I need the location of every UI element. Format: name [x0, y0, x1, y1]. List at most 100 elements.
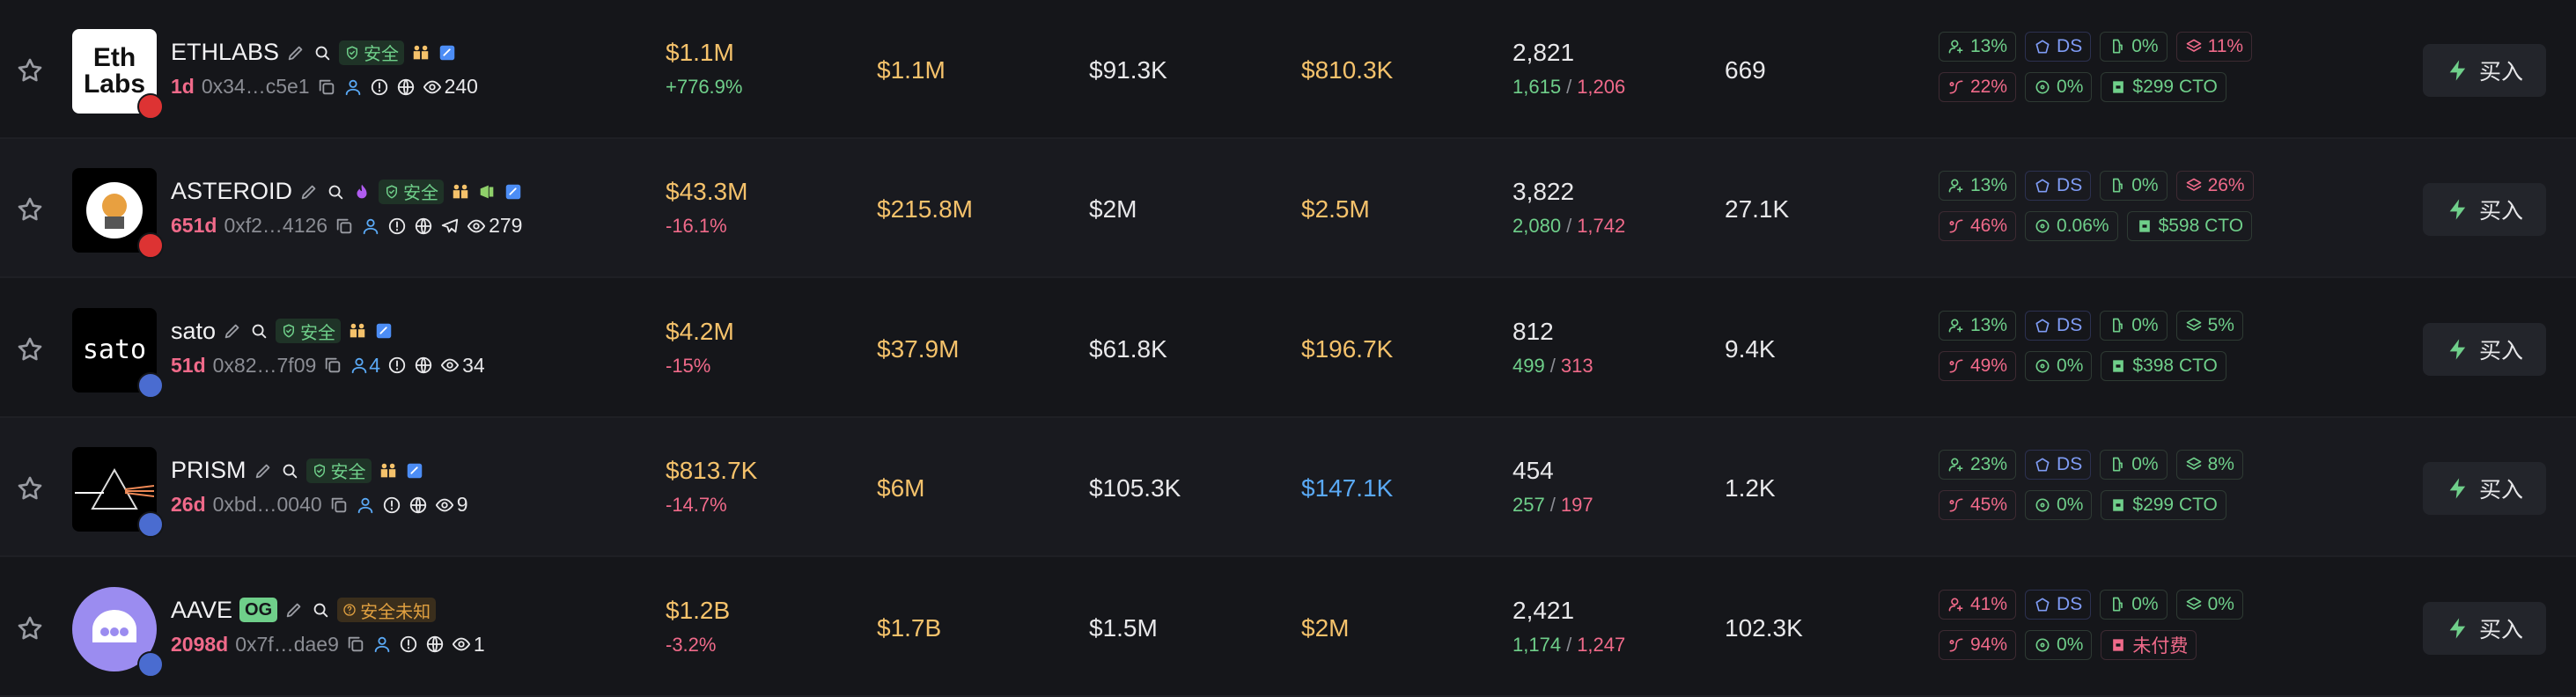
- badge-icon: [2136, 217, 2153, 235]
- safety-icon: [312, 463, 328, 479]
- token-name: AAVE: [171, 596, 233, 623]
- col6: 27.1K: [1725, 195, 1790, 224]
- badge-text: DS: [2057, 593, 2083, 614]
- buy-sell: 2,080/1,742: [1512, 215, 1625, 238]
- badge-icon: [2185, 317, 2203, 334]
- market-cap: $1.1M: [666, 39, 734, 66]
- edit-icon[interactable]: [223, 321, 242, 341]
- chain-badge: [137, 511, 164, 539]
- view-count: 240: [444, 75, 478, 98]
- buy-button[interactable]: 买入: [2423, 322, 2546, 376]
- search-icon[interactable]: [311, 600, 330, 620]
- col6: 669: [1725, 56, 1766, 84]
- globe-icon[interactable]: [408, 495, 428, 515]
- badge-icon: [1947, 217, 1965, 235]
- safety-text: 安全: [300, 323, 336, 343]
- token-name: PRISM: [171, 457, 247, 484]
- globe-icon[interactable]: [414, 216, 433, 236]
- buy-button[interactable]: 买入: [2423, 462, 2546, 516]
- badge-icon: [2185, 456, 2203, 473]
- price-change: -16.1%: [666, 215, 727, 238]
- risk-badge: DS: [2025, 589, 2092, 620]
- search-icon[interactable]: [280, 461, 299, 481]
- copy-icon[interactable]: [317, 77, 336, 97]
- risk-badge: 未付费: [2101, 629, 2197, 660]
- safety-icon: [344, 45, 360, 61]
- token-row: ASTEROID 安全 651d 0xf2…4126 279 $43.3M -16.1% $2…: [0, 139, 2576, 279]
- badge-icon: [2034, 38, 2051, 55]
- favorite-star[interactable]: [16, 614, 44, 642]
- sells: 1,742: [1577, 215, 1626, 238]
- safety-tag: 安全: [379, 179, 445, 204]
- token-address: 0xbd…0040: [212, 493, 322, 517]
- favorite-star[interactable]: [16, 335, 44, 363]
- globe-icon[interactable]: [425, 635, 445, 654]
- copy-icon[interactable]: [329, 495, 349, 515]
- risk-badge: 49%: [1939, 350, 2017, 381]
- token-address: 0xf2…4126: [224, 214, 328, 238]
- person-icon: [350, 356, 369, 375]
- risk-badge: $299 CTO: [2101, 490, 2226, 521]
- token-address: 0x34…c5e1: [201, 75, 310, 98]
- separator: /: [1549, 354, 1556, 377]
- warn-icon[interactable]: [370, 77, 389, 97]
- liquidity: $1.1M: [877, 56, 946, 84]
- buy-button[interactable]: 买入: [2423, 601, 2546, 655]
- warn-icon[interactable]: [387, 216, 407, 236]
- holder-link: 4: [350, 354, 380, 378]
- warn-icon[interactable]: [387, 356, 407, 375]
- badge-icon: [2109, 38, 2126, 55]
- separator: /: [1566, 633, 1572, 656]
- group-icon: [451, 182, 470, 202]
- token-row: sato sato 安全 51d 0x82…7f09 4 34 $4.2M -15% $37.9M…: [0, 279, 2576, 418]
- copy-icon[interactable]: [323, 356, 342, 375]
- edit-icon[interactable]: [286, 43, 305, 62]
- copy-icon[interactable]: [335, 216, 354, 236]
- warn-icon[interactable]: [382, 495, 401, 515]
- buys: 257: [1512, 494, 1545, 517]
- badge-text: 49%: [1970, 355, 2008, 376]
- badge-text: 94%: [1970, 634, 2008, 655]
- risk-badge: 0%: [2175, 589, 2243, 620]
- search-icon[interactable]: [249, 321, 269, 341]
- person-icon: [372, 635, 392, 654]
- warn-icon[interactable]: [399, 635, 418, 654]
- holders: 812: [1512, 317, 1554, 345]
- badge-icon: [1947, 317, 1965, 334]
- copy-icon[interactable]: [346, 635, 365, 654]
- edit-icon[interactable]: [284, 600, 304, 620]
- value4: $810.3K: [1301, 56, 1394, 84]
- safety-tag: 安全未知: [337, 598, 437, 623]
- buy-button[interactable]: 买入: [2423, 44, 2546, 97]
- badge-icon: [2034, 456, 2051, 473]
- tg-icon[interactable]: [440, 216, 460, 236]
- search-icon[interactable]: [326, 182, 345, 202]
- favorite-star[interactable]: [16, 474, 44, 503]
- badge-row: 94% 0% 未付费: [1939, 629, 2197, 660]
- search-icon[interactable]: [313, 43, 332, 62]
- edit-icon[interactable]: [254, 461, 273, 481]
- bolt-icon: [2446, 58, 2470, 83]
- chain-badge: [137, 93, 164, 120]
- price-change: +776.9%: [666, 76, 743, 98]
- safety-text: 安全未知: [360, 602, 431, 622]
- promo-icon: [477, 182, 497, 202]
- favorite-star[interactable]: [16, 195, 44, 224]
- buy-button[interactable]: 买入: [2423, 183, 2546, 237]
- badge-text: 0%: [2057, 355, 2084, 376]
- info-line: 51d 0x82…7f09 4 34: [171, 354, 485, 378]
- price-change: -3.2%: [666, 633, 717, 656]
- globe-icon[interactable]: [396, 77, 416, 97]
- edit-icon[interactable]: [299, 182, 319, 202]
- buy-label: 买入: [2478, 617, 2523, 642]
- favorite-star[interactable]: [16, 56, 44, 84]
- volume: $91.3K: [1089, 56, 1167, 84]
- views: 9: [435, 493, 467, 517]
- view-count: 1: [473, 632, 485, 656]
- eye-icon: [440, 356, 460, 375]
- safety-tag: 安全: [339, 40, 405, 65]
- globe-icon[interactable]: [414, 356, 433, 375]
- badge-icon: [2185, 596, 2203, 613]
- badge-icon: [2109, 357, 2127, 375]
- badge-icon: [1947, 177, 1965, 194]
